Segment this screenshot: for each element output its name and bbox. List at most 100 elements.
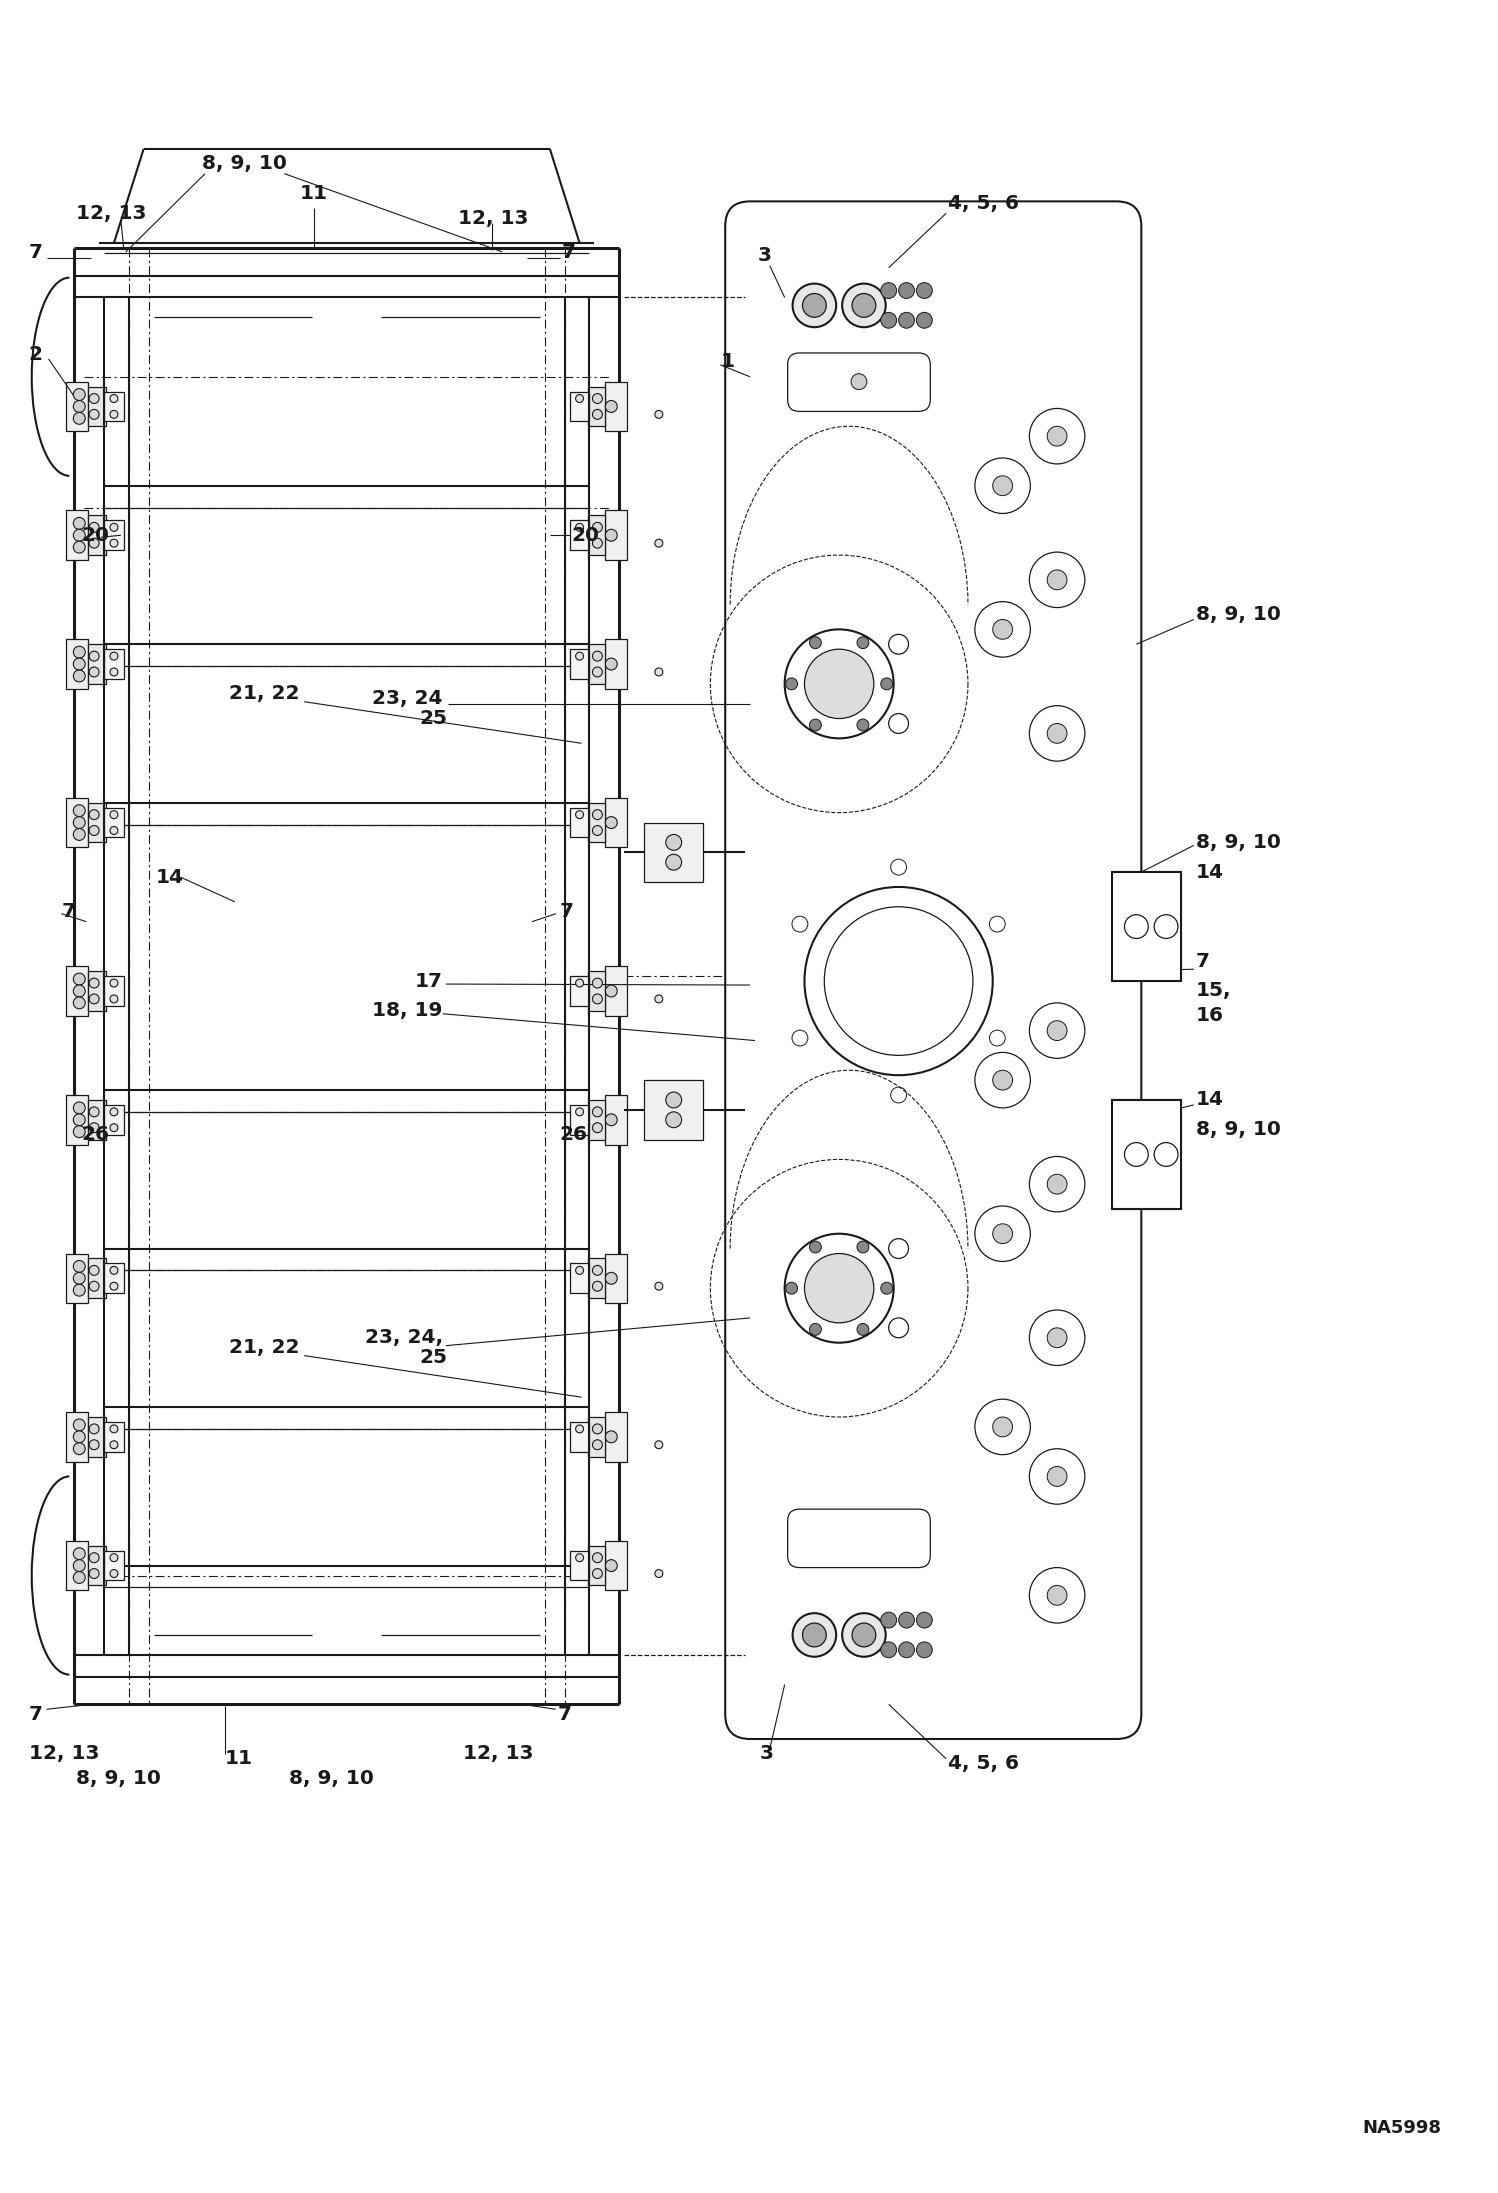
Bar — [103, 976, 124, 1007]
Circle shape — [665, 1112, 682, 1127]
Text: 12, 13: 12, 13 — [76, 204, 147, 224]
Text: 8, 9, 10: 8, 9, 10 — [1195, 605, 1281, 625]
Circle shape — [881, 311, 897, 329]
Bar — [88, 803, 106, 842]
Circle shape — [852, 1623, 876, 1647]
Circle shape — [881, 1612, 897, 1627]
Bar — [88, 1546, 106, 1586]
Circle shape — [1047, 724, 1067, 743]
Bar — [66, 640, 88, 689]
Circle shape — [655, 669, 662, 675]
Bar — [605, 382, 628, 432]
Circle shape — [90, 978, 99, 989]
Circle shape — [899, 311, 914, 329]
Circle shape — [857, 636, 869, 649]
Circle shape — [593, 978, 602, 989]
Text: 3: 3 — [758, 246, 771, 265]
Text: 12, 13: 12, 13 — [463, 1743, 533, 1763]
Bar — [569, 649, 590, 680]
Circle shape — [655, 1283, 662, 1289]
Circle shape — [90, 1553, 99, 1564]
Circle shape — [1047, 425, 1067, 445]
Circle shape — [73, 401, 85, 412]
Circle shape — [917, 311, 932, 329]
Circle shape — [73, 998, 85, 1009]
Circle shape — [809, 636, 821, 649]
Circle shape — [90, 537, 99, 548]
Circle shape — [90, 993, 99, 1004]
Circle shape — [857, 1241, 869, 1252]
Text: 18, 19: 18, 19 — [373, 1002, 443, 1020]
Circle shape — [605, 1272, 617, 1285]
Text: 8, 9, 10: 8, 9, 10 — [202, 154, 288, 173]
Circle shape — [73, 1548, 85, 1559]
Text: 4, 5, 6: 4, 5, 6 — [948, 1754, 1019, 1774]
Circle shape — [73, 412, 85, 423]
FancyBboxPatch shape — [788, 353, 930, 412]
Circle shape — [90, 410, 99, 419]
Circle shape — [90, 393, 99, 404]
Circle shape — [605, 1559, 617, 1572]
Bar — [88, 386, 106, 425]
Circle shape — [803, 294, 827, 318]
Circle shape — [593, 993, 602, 1004]
Bar — [88, 515, 106, 555]
Circle shape — [575, 395, 584, 404]
Circle shape — [665, 855, 682, 871]
Circle shape — [593, 825, 602, 836]
Circle shape — [1125, 914, 1149, 939]
Bar — [605, 511, 628, 559]
Bar — [66, 511, 88, 559]
Text: 4, 5, 6: 4, 5, 6 — [948, 193, 1019, 213]
Circle shape — [575, 651, 584, 660]
Text: 8, 9, 10: 8, 9, 10 — [1195, 833, 1281, 851]
Circle shape — [90, 1107, 99, 1116]
Circle shape — [605, 1430, 617, 1443]
Circle shape — [73, 671, 85, 682]
Bar — [103, 1105, 124, 1134]
Circle shape — [90, 651, 99, 660]
Circle shape — [1153, 1143, 1177, 1167]
Circle shape — [993, 1070, 1013, 1090]
Circle shape — [593, 651, 602, 660]
Bar — [569, 1421, 590, 1452]
Circle shape — [109, 539, 118, 546]
Circle shape — [785, 629, 894, 739]
Circle shape — [109, 1283, 118, 1289]
Bar — [569, 1263, 590, 1294]
Circle shape — [917, 283, 932, 298]
Circle shape — [90, 825, 99, 836]
Circle shape — [109, 651, 118, 660]
Circle shape — [842, 283, 885, 327]
Text: 1: 1 — [721, 353, 734, 371]
Circle shape — [109, 1123, 118, 1132]
Circle shape — [857, 719, 869, 730]
Circle shape — [655, 410, 662, 419]
Bar — [644, 1081, 704, 1140]
Bar — [103, 393, 124, 421]
Circle shape — [575, 1553, 584, 1561]
Text: 7: 7 — [562, 243, 575, 263]
Text: 23, 24: 23, 24 — [373, 689, 443, 708]
Circle shape — [1047, 1327, 1067, 1349]
Circle shape — [593, 1107, 602, 1116]
Circle shape — [90, 1568, 99, 1579]
Circle shape — [857, 1322, 869, 1336]
Circle shape — [993, 476, 1013, 496]
Circle shape — [73, 829, 85, 840]
Bar — [66, 382, 88, 432]
Text: 21, 22: 21, 22 — [229, 684, 300, 704]
Bar — [587, 803, 605, 842]
Bar — [103, 1421, 124, 1452]
FancyBboxPatch shape — [788, 1509, 930, 1568]
Bar — [1112, 873, 1180, 980]
Bar — [587, 1417, 605, 1456]
Circle shape — [665, 836, 682, 851]
Circle shape — [90, 1423, 99, 1434]
Circle shape — [655, 996, 662, 1002]
Bar — [103, 520, 124, 550]
Circle shape — [605, 985, 617, 998]
Circle shape — [109, 395, 118, 404]
Bar — [569, 1550, 590, 1581]
Circle shape — [73, 658, 85, 671]
